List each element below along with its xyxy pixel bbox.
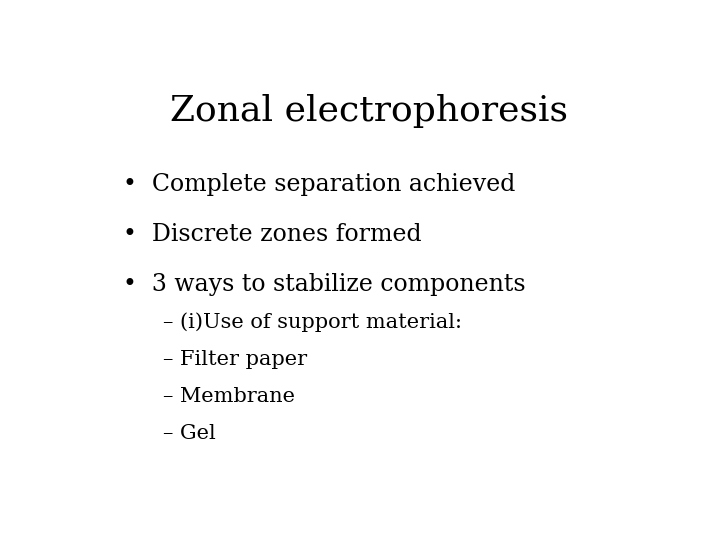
Text: Zonal electrophoresis: Zonal electrophoresis (170, 94, 568, 128)
Text: •  Discrete zones formed: • Discrete zones formed (124, 223, 422, 246)
Text: – Filter paper: – Filter paper (163, 349, 307, 369)
Text: – Membrane: – Membrane (163, 387, 294, 406)
Text: – (i)Use of support material:: – (i)Use of support material: (163, 312, 462, 332)
Text: •  Complete separation achieved: • Complete separation achieved (124, 173, 516, 196)
Text: •  3 ways to stabilize components: • 3 ways to stabilize components (124, 273, 526, 296)
Text: – Gel: – Gel (163, 424, 215, 443)
